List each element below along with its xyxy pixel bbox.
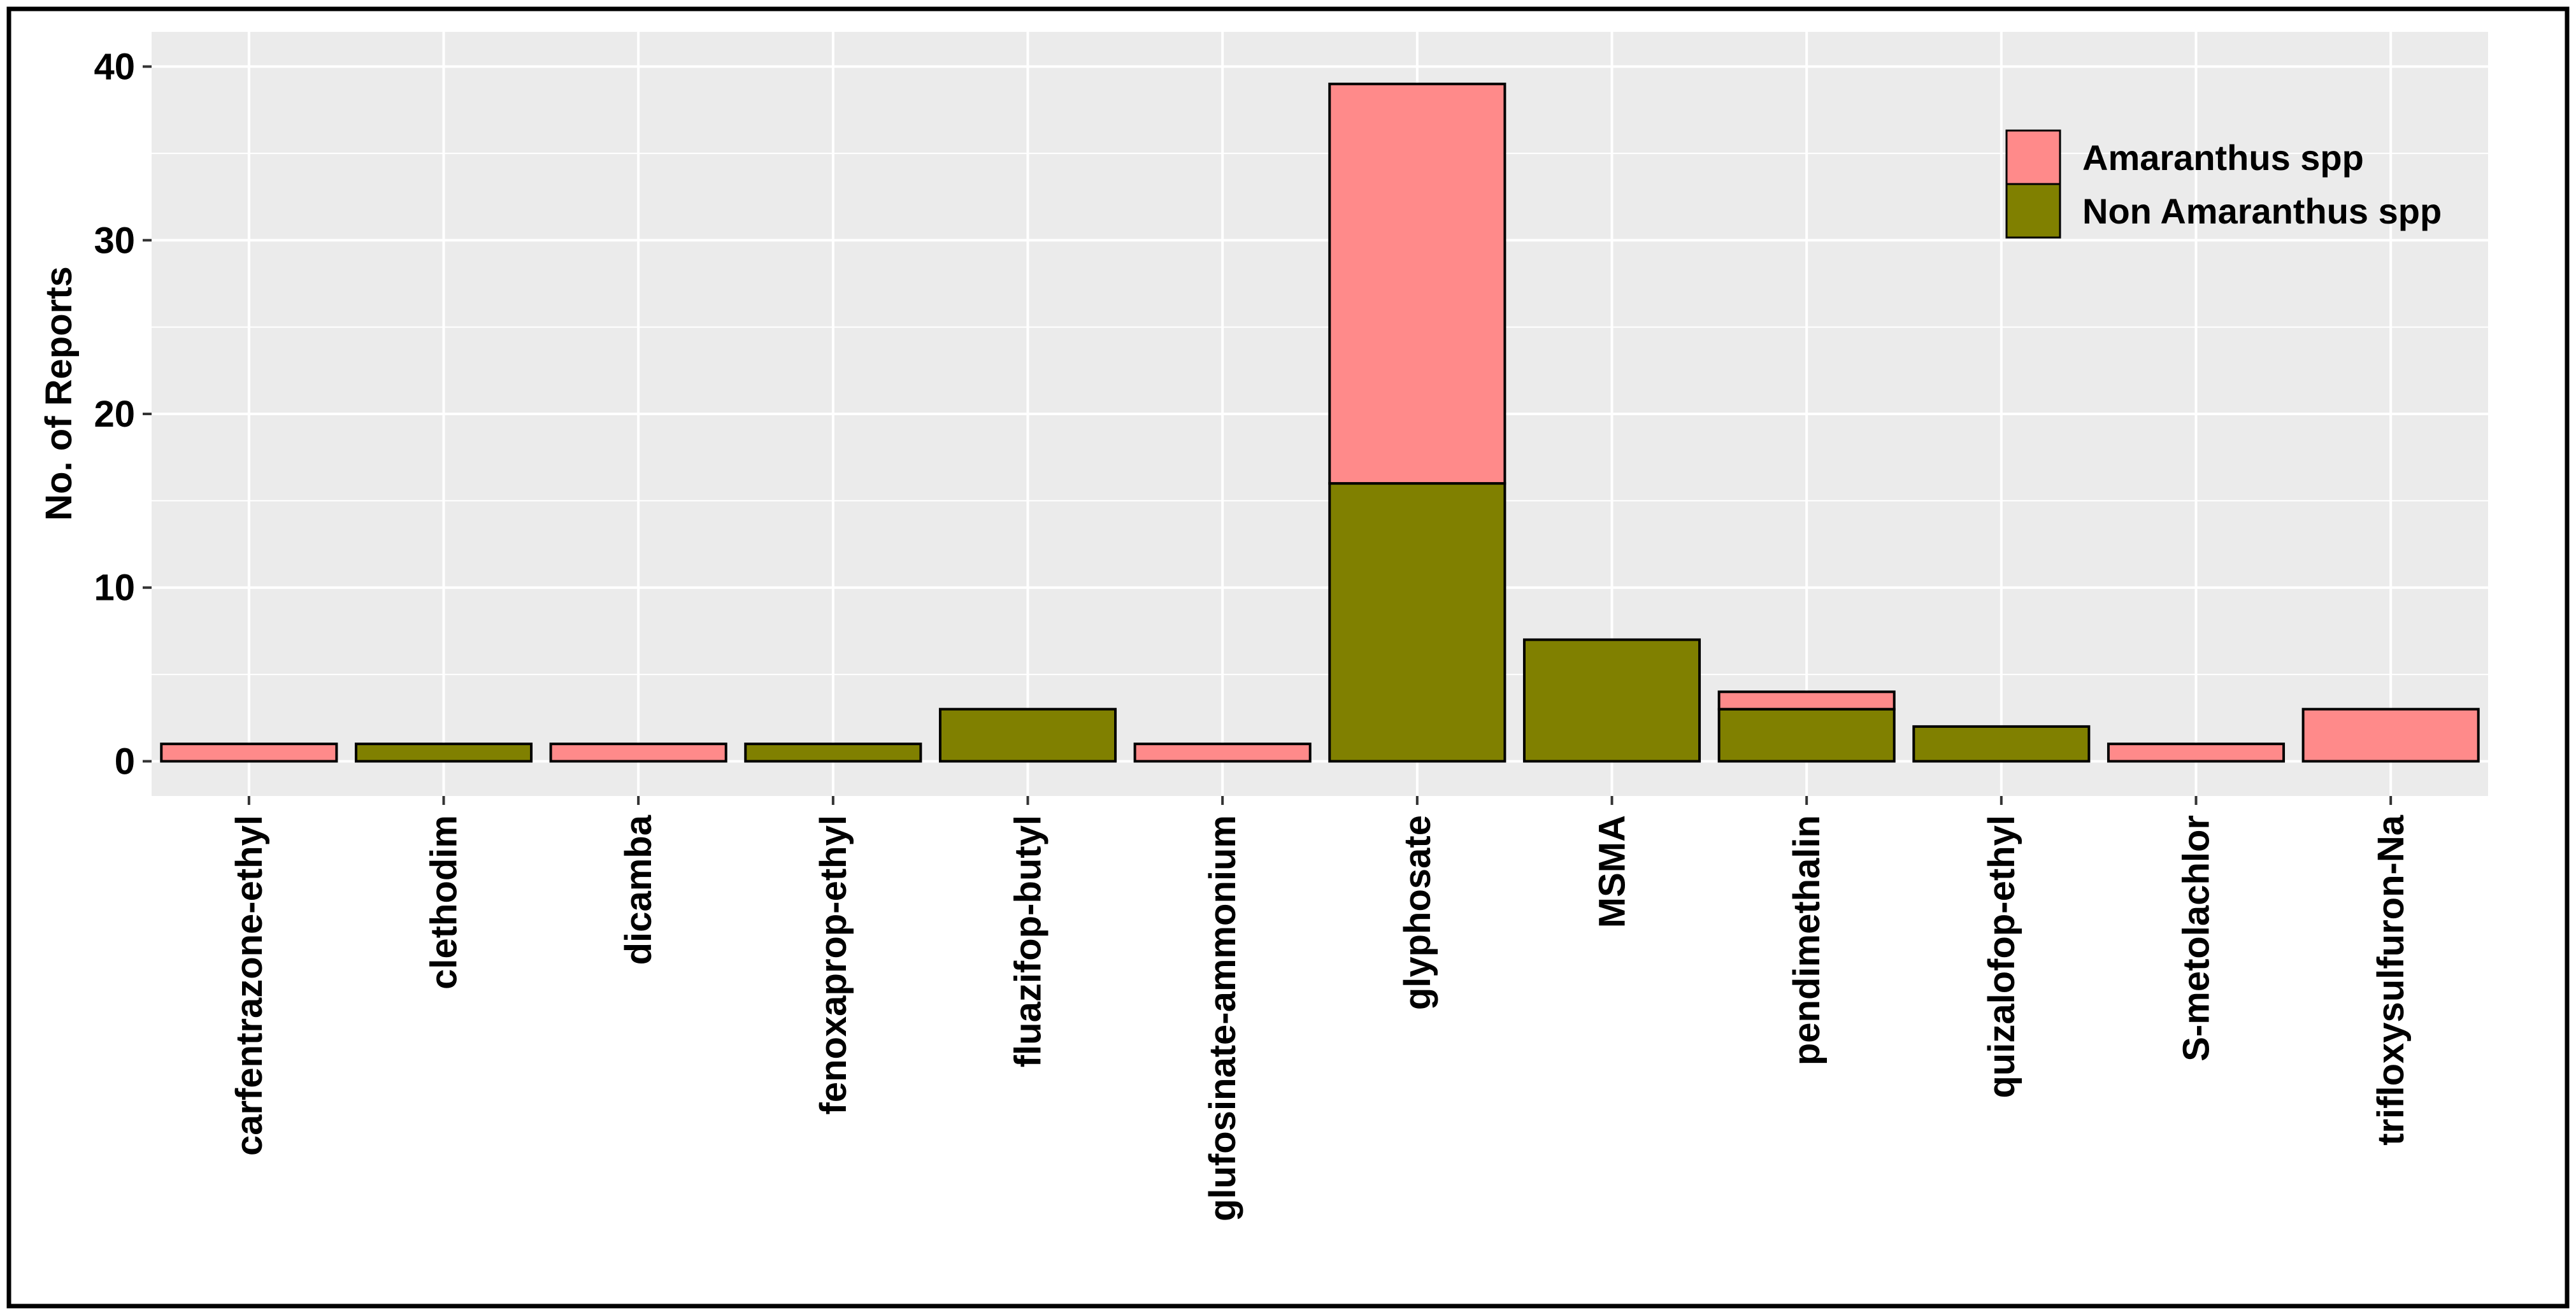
- y-tick-label: 10: [94, 567, 135, 609]
- bar-segment: [1717, 707, 1896, 763]
- bar-segment: [1912, 725, 2091, 763]
- y-tick-label: 30: [94, 220, 135, 261]
- x-tick-label: glufosinate-ammonium: [1202, 815, 1243, 1221]
- bar-segment: [1133, 743, 1312, 763]
- x-tick-label: glyphosate: [1397, 815, 1438, 1010]
- bar-segment: [1717, 690, 1896, 711]
- y-tick-label: 40: [94, 46, 135, 88]
- x-tick-label: clethodim: [424, 815, 465, 990]
- bars: [160, 82, 2480, 763]
- y-tick-label: 20: [94, 394, 135, 435]
- x-tick-label: S-metolachlor: [2176, 815, 2217, 1062]
- bar-segment: [2107, 743, 2286, 763]
- x-tick-label: MSMA: [1592, 815, 1633, 928]
- x-tick-label: pendimethalin: [1786, 815, 1828, 1065]
- bar-segment: [1328, 482, 1506, 763]
- legend: Amaranthus spp Non Amaranthus spp: [2005, 129, 2442, 239]
- x-tick-label: trifloxysulfuron-Na: [2370, 814, 2412, 1146]
- bar-segment: [354, 743, 533, 763]
- x-tick-label: fenoxaprop-ethyl: [813, 815, 854, 1115]
- legend-key: [2005, 183, 2061, 239]
- y-axis-label: No. of Reports: [38, 266, 80, 521]
- bar-segment: [744, 743, 922, 763]
- bar-segment: [549, 743, 727, 763]
- x-axis: carfentrazone-ethyl clethodim dicamba fenox…: [229, 796, 2412, 1221]
- x-tick-label: fluazifop-butyl: [1008, 815, 1049, 1067]
- bar-segment: [938, 707, 1117, 763]
- bar-segment: [2301, 707, 2480, 763]
- y-axis: 0 10 20 30 40: [94, 46, 152, 782]
- x-tick-label: carfentrazone-ethyl: [229, 815, 270, 1156]
- y-tick-label: 0: [115, 741, 135, 782]
- x-tick-label: dicamba: [618, 814, 659, 965]
- legend-label: Amaranthus spp: [2082, 138, 2364, 178]
- legend-key: [2005, 129, 2061, 185]
- x-tick-label: quizalofop-ethyl: [1981, 815, 2022, 1098]
- bar-segment: [1522, 638, 1701, 763]
- legend-label: Non Amaranthus spp: [2082, 191, 2442, 231]
- bar-segment: [160, 743, 338, 763]
- bar-segment: [1328, 82, 1506, 485]
